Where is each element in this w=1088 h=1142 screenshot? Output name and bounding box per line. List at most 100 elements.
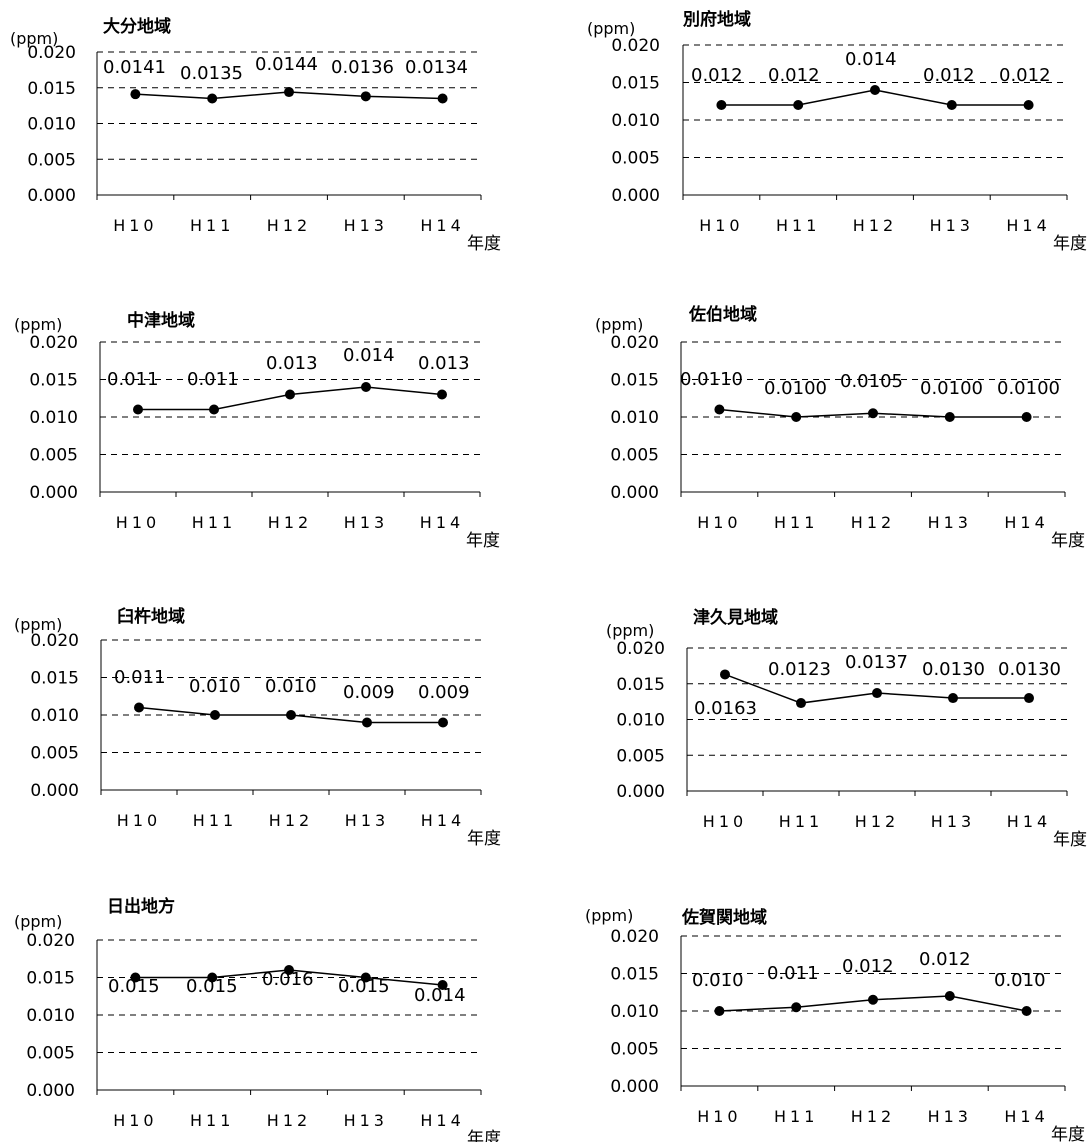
data-point [946, 100, 957, 110]
data-point [944, 412, 955, 422]
data-point [1021, 1006, 1032, 1016]
y-tick-label: 0.005 [27, 150, 76, 170]
y-tick-label: 0.005 [610, 1040, 659, 1060]
x-tick-label: H14 [420, 1111, 464, 1130]
data-point [134, 702, 144, 713]
data-point [714, 1006, 725, 1016]
x-tick-label: H13 [344, 513, 388, 532]
data-label: 0.012 [919, 949, 971, 970]
data-point [210, 710, 220, 720]
data-label: 0.013 [266, 353, 318, 374]
y-tick-label: 0.020 [610, 927, 659, 947]
x-tick-label: H10 [116, 513, 160, 532]
x-tick-label: H13 [928, 1107, 972, 1126]
x-tick-label: H13 [928, 513, 972, 532]
x-tick-label: H12 [267, 216, 311, 235]
data-point [714, 404, 725, 415]
x-tick-label: H10 [113, 216, 157, 235]
chart-title: 別府地域 [682, 9, 751, 30]
chart-panel-8: 0.000 0.005 0.010 0.015 0.020 H10 H11 H12 H13 H14… [585, 906, 1085, 1142]
data-point [360, 91, 371, 102]
data-point [870, 85, 880, 95]
data-point [1021, 412, 1032, 422]
x-tick-label: H12 [851, 513, 895, 532]
x-tick-label: H13 [931, 812, 975, 831]
data-point [868, 408, 878, 419]
y-tick-label: 0.005 [610, 446, 659, 466]
data-point [209, 404, 219, 415]
y-tick-label: 0.015 [30, 669, 79, 689]
data-label: 0.010 [994, 970, 1046, 991]
y-axis-unit: (ppm) [595, 315, 643, 334]
chart-title: 佐伯地域 [688, 304, 757, 325]
data-label: 0.0110 [680, 369, 743, 390]
y-tick-label: 0.015 [610, 371, 659, 391]
data-label: 0.0136 [331, 57, 394, 78]
chart-title: 大分地域 [103, 16, 171, 37]
chart-title: 臼杵地域 [117, 606, 185, 627]
y-tick-label: 0.000 [616, 782, 665, 802]
x-tick-label: H14 [1006, 216, 1050, 235]
data-label: 0.012 [691, 65, 743, 86]
data-point [285, 389, 295, 400]
data-point [1023, 100, 1034, 110]
y-axis-unit: (ppm) [585, 906, 633, 925]
data-label: 0.010 [189, 676, 241, 697]
y-tick-label: 0.020 [27, 43, 76, 63]
data-point [791, 1002, 802, 1013]
x-axis-label: 年度 [1051, 1125, 1085, 1142]
data-label: 0.010 [692, 970, 744, 991]
x-tick-label: H10 [697, 513, 741, 532]
data-point [948, 693, 958, 704]
data-label: 0.0105 [840, 371, 903, 392]
y-axis-unit: (ppm) [10, 29, 58, 48]
data-point [362, 717, 372, 728]
data-label: 0.0163 [694, 698, 757, 719]
x-tick-label: H13 [344, 216, 388, 235]
data-point [1024, 693, 1034, 704]
data-label: 0.0130 [998, 659, 1061, 680]
y-tick-label: 0.015 [29, 371, 78, 391]
data-point [438, 717, 448, 728]
data-point [130, 972, 141, 983]
y-axis-unit: (ppm) [14, 315, 62, 334]
data-point [437, 93, 448, 104]
chart-title: 津久見地域 [693, 607, 778, 628]
data-point [796, 698, 806, 709]
x-axis-label: 年度 [1053, 234, 1087, 254]
y-tick-label: 0.010 [616, 711, 665, 731]
data-point [868, 994, 878, 1005]
y-tick-label: 0.010 [611, 111, 660, 131]
x-tick-label: H10 [697, 1107, 741, 1126]
y-tick-label: 0.010 [27, 115, 76, 135]
data-label: 0.012 [999, 65, 1051, 86]
y-tick-label: 0.005 [616, 746, 665, 766]
data-label: 0.014 [845, 49, 897, 70]
x-tick-label: H11 [776, 216, 820, 235]
chart-title: 日出地方 [107, 896, 175, 917]
y-tick-label: 0.010 [29, 408, 78, 428]
chart-panel-1: 0.000 0.005 0.010 0.015 0.020 H10 H11 H12 H13 H14… [10, 16, 501, 254]
chart-title: 中津地域 [127, 310, 195, 331]
y-tick-label: 0.020 [26, 931, 75, 951]
y-tick-label: 0.015 [27, 79, 76, 99]
y-tick-label: 0.000 [610, 483, 659, 503]
x-tick-label: H14 [1004, 513, 1048, 532]
y-tick-label: 0.000 [611, 186, 660, 206]
y-tick-label: 0.015 [611, 74, 660, 94]
x-tick-label: H13 [930, 216, 974, 235]
data-label: 0.010 [265, 676, 317, 697]
data-label: 0.0100 [997, 378, 1060, 399]
y-tick-label: 0.000 [29, 483, 78, 503]
chart-panel-5: 0.000 0.005 0.010 0.015 0.020 H10 H11 H12 H13 H14… [14, 606, 501, 849]
y-tick-label: 0.020 [610, 333, 659, 353]
y-tick-label: 0.015 [616, 675, 665, 695]
y-tick-label: 0.015 [26, 969, 75, 989]
data-point [284, 965, 294, 975]
data-point [360, 972, 371, 983]
x-tick-label: H10 [117, 811, 161, 830]
x-tick-label: H14 [421, 811, 465, 830]
y-tick-label: 0.020 [611, 36, 660, 56]
data-point [207, 972, 218, 983]
y-tick-label: 0.000 [26, 1081, 75, 1101]
